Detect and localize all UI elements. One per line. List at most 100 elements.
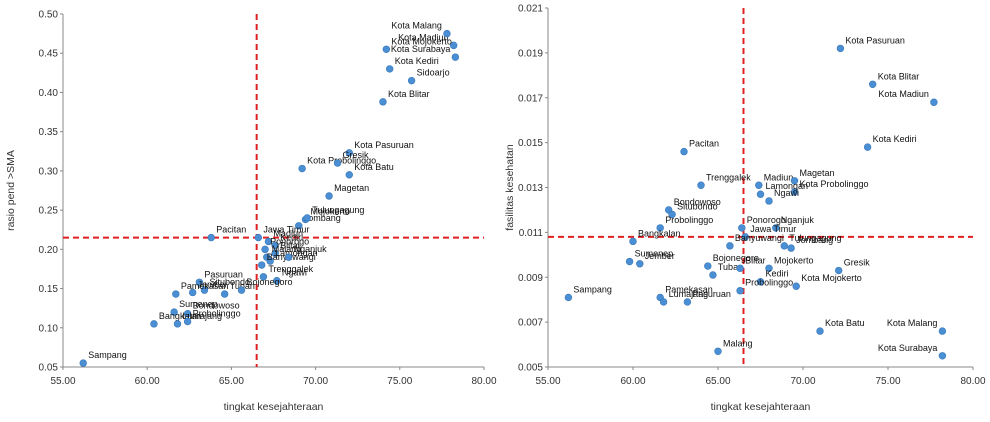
data-point-label: Kota Madiun	[398, 32, 449, 42]
data-point-label: Jawa Timur	[263, 225, 309, 235]
data-point-label: Ngawi	[774, 188, 799, 198]
data-point	[636, 260, 644, 268]
y-tick-label: 0.013	[518, 183, 543, 194]
data-point-label: Kota Batu	[825, 318, 865, 328]
x-tick-label: 75.00	[387, 376, 412, 387]
data-point-label: Sidoarjo	[417, 68, 450, 78]
data-point	[704, 262, 712, 270]
data-point	[258, 261, 266, 269]
data-point	[787, 244, 795, 252]
y-tick-label: 0.35	[39, 127, 59, 138]
x-tick-label: 65.00	[705, 376, 730, 387]
data-point-label: Kota Pasuruan	[845, 35, 905, 45]
data-point	[188, 288, 197, 297]
data-point	[697, 181, 705, 189]
data-point	[271, 249, 279, 257]
y-tick-label: 0.30	[39, 166, 59, 177]
data-point	[772, 224, 780, 232]
y-tick-label: 0.011	[519, 228, 544, 239]
data-point	[938, 352, 947, 360]
data-point-label: Tuban	[718, 262, 743, 272]
data-point	[629, 237, 637, 246]
x-tick-label: 60.00	[135, 376, 160, 387]
data-point	[755, 181, 763, 189]
data-point-label: Lamongan	[766, 181, 809, 191]
data-point	[683, 298, 692, 306]
data-point	[271, 241, 279, 250]
data-point-label: Trenggalek	[706, 172, 751, 182]
data-point-label: Situbondo	[677, 201, 718, 211]
data-point-label: Banyuwangi	[735, 233, 784, 243]
data-point-label: Magetan	[800, 168, 835, 178]
data-point-label: Nganjuk	[781, 215, 815, 225]
data-point-label: Ngawi	[282, 268, 307, 278]
x-axis-title: tingkat kesejahteraan	[224, 401, 324, 413]
data-point	[564, 293, 573, 302]
data-point	[295, 222, 303, 230]
data-point-label: Jember	[198, 279, 228, 289]
data-point	[237, 286, 246, 294]
data-point	[273, 277, 281, 285]
data-point	[625, 257, 634, 266]
data-point	[738, 224, 746, 232]
data-point-label: Sampang	[573, 284, 612, 294]
data-point-label: Situbondo	[209, 277, 250, 287]
data-point	[736, 264, 744, 272]
data-point-label: Tulungagung	[789, 233, 841, 243]
data-point	[790, 188, 799, 196]
data-point	[385, 65, 394, 73]
data-point-label: Kota Mojokerto	[391, 36, 452, 46]
data-point-label: Ponorogo	[747, 215, 786, 225]
left-scatter-panel: 0.05 0.10 0.15 0.20 0.25 0.30 0.35 0.40 0.45 0.50…	[5, 10, 497, 414]
data-point	[382, 45, 391, 53]
y-tick-label: 0.50	[39, 10, 59, 21]
data-point	[930, 98, 938, 106]
data-point-label: Bangkalan	[638, 228, 681, 238]
data-point-label: Kota Batu	[354, 162, 394, 172]
data-point	[150, 320, 158, 328]
data-point	[659, 298, 668, 306]
data-point	[261, 245, 269, 254]
data-point	[266, 257, 274, 265]
data-point	[79, 359, 87, 367]
x-axis-title: tingkat kesejahteraan	[711, 401, 811, 413]
data-point	[726, 242, 734, 250]
y-tick-label: 0.20	[39, 245, 59, 256]
data-point	[863, 143, 872, 151]
data-point	[792, 282, 800, 290]
data-point	[303, 214, 311, 222]
data-point-label: Pacitan	[689, 139, 719, 149]
data-point-label: Mojokerto	[774, 255, 814, 265]
data-point-label: Sumenep	[635, 249, 674, 259]
x-tick-label: 65.00	[219, 376, 244, 387]
data-point-label: Kota Probolinggo	[307, 156, 376, 166]
data-point-label: Kota Pasuruan	[354, 140, 414, 150]
data-point	[259, 273, 268, 281]
data-point	[345, 171, 353, 179]
data-point-label: Tuban	[230, 281, 255, 291]
data-point-label: Kota Blitar	[388, 89, 430, 99]
y-tick-label: 0.009	[518, 273, 543, 284]
data-point-label: Kota Probolinggo	[800, 179, 869, 189]
y-tick-label: 0.25	[39, 206, 59, 217]
data-point	[264, 237, 273, 246]
data-point-label: Blitar	[280, 240, 301, 250]
data-point	[220, 290, 229, 298]
data-point-label: Gresik	[844, 258, 871, 268]
data-point	[449, 41, 458, 50]
right-scatter-panel: 0.005 0.007 0.009 0.011 0.013 0.015 0.017 0.019…	[504, 4, 986, 414]
data-point	[407, 76, 416, 85]
y-tick-label: 0.45	[39, 49, 59, 60]
data-point	[714, 347, 722, 355]
data-point-label: Pacitan	[216, 225, 246, 235]
y-axis-title: rasio pend >SMA	[5, 150, 17, 231]
x-tick-label: 70.00	[303, 376, 328, 387]
x-tick-label: 80.00	[960, 376, 985, 387]
data-point-label: Blitar	[745, 255, 766, 265]
data-point-label: Kota Mojokerto	[801, 273, 862, 283]
x-tick-label: 70.00	[790, 376, 815, 387]
x-tick-label: 55.00	[535, 376, 560, 387]
x-tick-label: 80.00	[471, 376, 496, 387]
